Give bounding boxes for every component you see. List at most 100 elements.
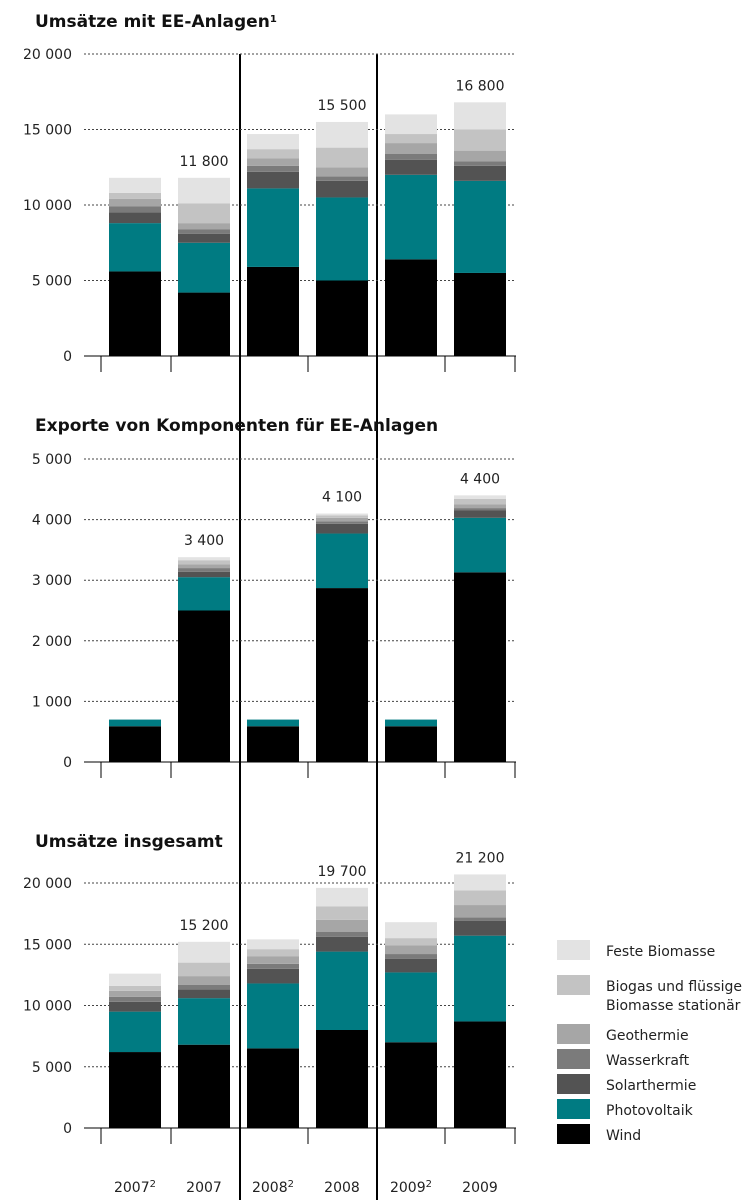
bar-segment-wind <box>316 588 368 762</box>
bar-segment-biogas <box>385 134 437 144</box>
x-tick-label: 2009 <box>462 1180 498 1196</box>
bar-segment-feste-biomasse <box>247 939 299 950</box>
chart-panel-2: Exporte von Komponenten für EE-Anlagen 3 … <box>32 416 516 778</box>
bar-segment-biogas <box>316 147 368 168</box>
bar-segment-geothermie <box>385 143 437 154</box>
bar-segment-wind <box>247 726 299 762</box>
bar-segment-photovoltaik <box>247 983 299 1049</box>
chart-title-2: Exporte von Komponenten für EE-Anlagen <box>35 416 438 436</box>
y-tick-label: 3 000 <box>32 573 72 589</box>
total-data-label: 11 800 <box>180 154 229 170</box>
bar-segment-wasserkraft <box>178 984 230 990</box>
bar-segment-geothermie <box>247 158 299 166</box>
bar-segment-feste-biomasse <box>316 513 368 516</box>
bar-segment-geothermie <box>316 517 368 522</box>
legend-swatch-wasserkraft <box>557 1049 590 1069</box>
bar-segment-geothermie <box>247 956 299 964</box>
bar-segment-wasserkraft <box>247 963 299 969</box>
bar-segment-wind <box>385 726 437 762</box>
bar-segment-solarthermie <box>178 989 230 999</box>
bar-segment-solarthermie <box>109 1001 161 1012</box>
bar-segment-photovoltaik <box>316 951 368 1030</box>
bar-segment-feste-biomasse <box>316 121 368 148</box>
total-data-label: 15 500 <box>318 98 367 114</box>
bar-segment-feste-biomasse <box>178 557 230 561</box>
y-tick-label: 15 000 <box>23 937 72 953</box>
bar-segment-photovoltaik <box>385 972 437 1043</box>
y-tick-label: 4 000 <box>32 513 72 529</box>
y-tick-label: 0 <box>63 1121 72 1137</box>
y-tick-label: 5 000 <box>32 274 72 290</box>
bar-segment-solarthermie <box>316 936 368 952</box>
legend-swatch-geothermie <box>557 1024 590 1044</box>
bar-segment-wasserkraft <box>109 996 161 1002</box>
bar-segment-solarthermie <box>178 571 230 578</box>
bar-segment-wasserkraft <box>316 932 368 937</box>
bar-segment-photovoltaik <box>454 180 506 273</box>
bar-segment-wind <box>178 610 230 762</box>
bar-segment-feste-biomasse <box>178 941 230 963</box>
bar-segment-biogas <box>178 560 230 565</box>
bar-segment-geothermie <box>109 198 161 207</box>
bar-segment-geothermie <box>454 150 506 162</box>
legend-label-wind: Wind <box>606 1128 641 1144</box>
bar-segment-biogas <box>316 515 368 518</box>
bar-segment-wasserkraft <box>385 153 437 160</box>
bar-segment-wind <box>109 726 161 762</box>
y-tick-label: 1 000 <box>32 694 72 710</box>
total-data-label: 21 200 <box>456 850 505 866</box>
x-tick-label: 20092 <box>390 1179 432 1197</box>
bar-segment-photovoltaik <box>178 998 230 1045</box>
y-tick-label: 5 000 <box>32 452 72 468</box>
total-data-label: 16 800 <box>456 78 505 94</box>
bar-segment-feste-biomasse <box>109 973 161 986</box>
bar-segment-photovoltaik <box>454 517 506 573</box>
bar-segment-wasserkraft <box>316 176 368 181</box>
legend-swatch-solarthermie <box>557 1074 590 1094</box>
legend-label-biogas: Biogas und flüssige <box>606 979 742 995</box>
bar-segment-wasserkraft <box>316 521 368 524</box>
bar-segment-wasserkraft <box>454 161 506 166</box>
bar-segment-geothermie <box>178 976 230 985</box>
legend-swatch-biogas <box>557 975 590 995</box>
bar-segment-geothermie <box>316 919 368 932</box>
bar-segment-wind <box>454 1021 506 1128</box>
y-tick-label: 20 000 <box>23 876 72 892</box>
bar-segment-feste-biomasse <box>454 874 506 891</box>
legend-label-feste-biomasse: Feste Biomasse <box>606 944 715 960</box>
bar-segment-wind <box>178 292 230 356</box>
bar-segment-geothermie <box>454 905 506 918</box>
x-tick-label: 2007 <box>186 1180 222 1196</box>
bar-segment-solarthermie <box>109 212 161 224</box>
x-tick-label: 20072 <box>114 1179 156 1197</box>
bar-segment-geothermie <box>316 167 368 177</box>
bar-segment-photovoltaik <box>385 174 437 260</box>
bar-segment-feste-biomasse <box>316 887 368 907</box>
bar-segment-biogas <box>109 192 161 199</box>
y-tick-label: 2 000 <box>32 634 72 650</box>
bar-segment-wasserkraft <box>247 165 299 172</box>
bar-segment-feste-biomasse <box>385 114 437 135</box>
bar-segment-solarthermie <box>316 180 368 198</box>
chart-title-3: Umsätze insgesamt <box>35 832 223 852</box>
bar-segment-photovoltaik <box>316 533 368 589</box>
bar-segment-wind <box>316 280 368 356</box>
legend-swatch-wind <box>557 1124 590 1144</box>
legend-label-photovoltaik: Photovoltaik <box>606 1103 694 1119</box>
y-tick-label: 0 <box>63 349 72 365</box>
bar-segment-solarthermie <box>247 968 299 984</box>
bar-segment-photovoltaik <box>247 719 299 727</box>
bar-segment-wasserkraft <box>454 508 506 511</box>
bar-segment-wind <box>385 259 437 356</box>
chart-panel-3: Umsätze insgesamt 15 200 19 700 21 200 0 5 00… <box>23 832 516 1144</box>
bar-segment-biogas <box>454 498 506 505</box>
y-tick-label: 10 000 <box>23 198 72 214</box>
y-tick-label: 20 000 <box>23 47 72 63</box>
total-data-label: 3 400 <box>184 533 224 549</box>
bar-segment-geothermie <box>454 504 506 509</box>
total-data-label: 19 700 <box>318 864 367 880</box>
bar-segment-biogas <box>454 890 506 906</box>
bar-segment-feste-biomasse <box>454 495 506 499</box>
bar-segment-feste-biomasse <box>178 177 230 204</box>
